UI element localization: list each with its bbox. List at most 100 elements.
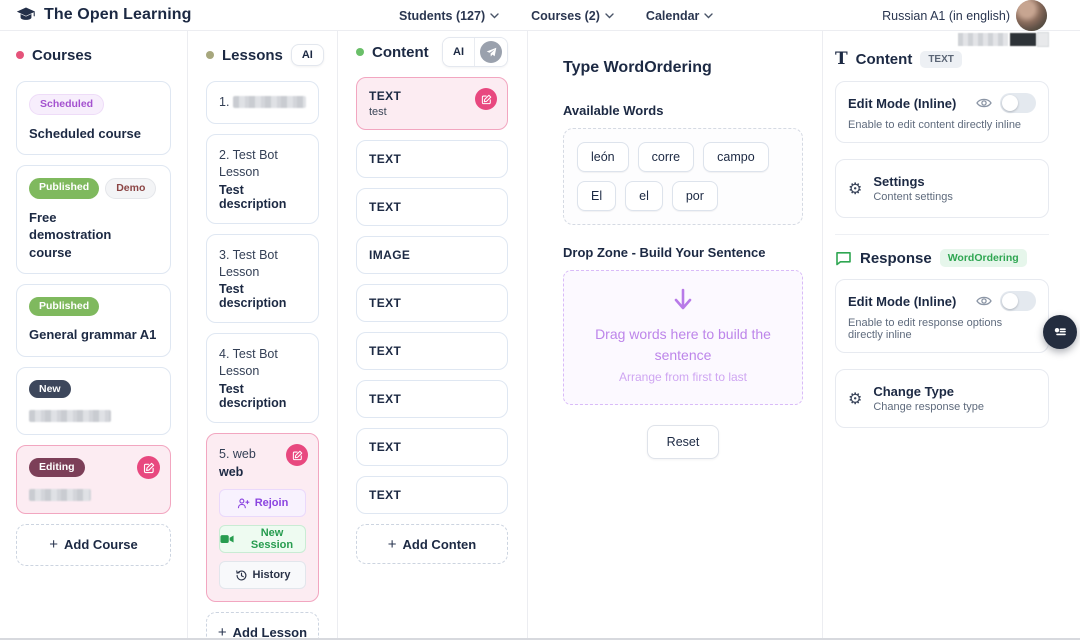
person-plus-icon <box>237 497 250 510</box>
content-item[interactable]: TEXT <box>356 332 508 370</box>
change-type-card[interactable]: Change Type Change response type <box>835 369 1049 428</box>
lesson-title: 1. <box>219 95 230 109</box>
content-item[interactable]: TEXT <box>356 140 508 178</box>
nav-courses[interactable]: Courses (2) <box>531 9 614 23</box>
course-card-new[interactable]: New <box>16 366 171 436</box>
add-lesson-label: Add Lesson <box>232 624 308 640</box>
word-chip[interactable]: por <box>671 181 718 211</box>
chevron-down-icon <box>490 12 499 19</box>
content-item[interactable]: TEXT <box>356 476 508 514</box>
change-type-description: Change response type <box>873 401 985 413</box>
content-type-label: TEXT <box>369 488 402 502</box>
reset-button[interactable]: Reset <box>646 425 720 459</box>
edit-content-button[interactable] <box>475 88 497 110</box>
eye-icon[interactable] <box>976 295 992 307</box>
course-card-grammar[interactable]: Published General grammar A1 <box>16 284 171 357</box>
settings-description: Content settings <box>873 191 953 203</box>
divider <box>835 234 1049 235</box>
content-dot-icon <box>356 48 364 56</box>
course-card-scheduled[interactable]: Scheduled Scheduled course <box>16 81 171 156</box>
drop-zone-subtext: Arrange from first to last <box>618 370 748 384</box>
content-type-label: TEXT <box>369 392 402 406</box>
status-badge: Published <box>29 178 100 199</box>
content-edit-mode-toggle[interactable] <box>1000 93 1036 113</box>
eye-icon[interactable] <box>976 97 992 109</box>
edit-mode-description: Enable to edit response options directly… <box>848 317 1003 341</box>
arrow-down-icon <box>670 287 696 313</box>
content-item[interactable]: TEXT <box>356 284 508 322</box>
content-item[interactable]: TEXT <box>356 428 508 466</box>
drop-zone[interactable]: Drag words here to build the sentence Ar… <box>563 270 803 405</box>
app-header: The Open Learning Students (127) Courses… <box>0 0 1080 31</box>
current-course-language-label: Russian A1 (in english) <box>882 8 1010 23</box>
lesson-card-3[interactable]: 3. Test Bot Lesson Test description <box>206 233 319 324</box>
content-settings-card[interactable]: Settings Content settings <box>835 159 1049 218</box>
lesson-title: 5. web <box>219 447 256 462</box>
avatar[interactable] <box>1016 0 1047 31</box>
content-item[interactable]: IMAGE <box>356 236 508 274</box>
send-telegram-button[interactable] <box>474 38 507 66</box>
plus-icon <box>49 536 58 553</box>
content-item[interactable]: TEXT <box>356 188 508 226</box>
rejoin-label: Rejoin <box>254 497 289 509</box>
courses-dot-icon <box>16 51 24 59</box>
add-course-button[interactable]: Add Course <box>16 523 171 566</box>
lesson-description: Test description <box>219 282 287 311</box>
lesson-card-5-selected[interactable]: 5. web web <box>206 433 319 602</box>
gear-icon <box>848 389 862 409</box>
course-title: General grammar A1 <box>29 326 157 342</box>
word-chip[interactable]: el <box>625 181 663 211</box>
response-edit-mode-card: Edit Mode (Inline) Enable to edit respon… <box>835 279 1049 353</box>
content-item-selected[interactable]: TEXT test <box>356 77 508 130</box>
rejoin-button[interactable]: Rejoin <box>219 489 306 517</box>
edit-pencil-icon <box>143 462 155 474</box>
history-label: History <box>252 569 291 581</box>
lessons-ai-button[interactable]: AI <box>290 44 324 66</box>
course-title: Free demostration course <box>29 209 112 260</box>
nav-students[interactable]: Students (127) <box>399 9 499 23</box>
app-logo[interactable]: The Open Learning <box>16 5 192 25</box>
response-edit-mode-toggle[interactable] <box>1000 291 1036 311</box>
redacted-lesson-title <box>233 96 306 109</box>
mixer-list-icon <box>1052 324 1068 340</box>
redacted-course-title <box>29 488 91 501</box>
add-content-button[interactable]: Add Conten <box>356 524 508 564</box>
word-chip[interactable]: corre <box>637 142 695 172</box>
history-clock-icon <box>235 569 248 582</box>
response-type-tag: WordOrdering <box>939 249 1027 267</box>
word-chip[interactable]: El <box>577 181 617 211</box>
content-type-label: TEXT <box>369 200 402 214</box>
content-type-label: TEXT <box>369 296 402 310</box>
edit-course-button[interactable] <box>137 456 160 480</box>
word-chip[interactable]: león <box>577 142 629 172</box>
content-ai-button[interactable]: AI <box>443 42 474 62</box>
status-badge: Published <box>29 297 100 316</box>
content-panel: Content AI TEXT test <box>338 31 528 638</box>
lesson-title: 4. Test Bot Lesson <box>219 347 278 379</box>
course-card-demo[interactable]: Published Demo Free demostration course <box>16 165 171 275</box>
nav-calendar[interactable]: Calendar <box>646 9 714 23</box>
edit-pencil-icon <box>292 450 303 461</box>
edit-pencil-icon <box>481 94 492 105</box>
lesson-card-2[interactable]: 2. Test Bot Lesson Test description <box>206 133 319 224</box>
nav-courses-label: Courses (2) <box>531 8 600 23</box>
content-edit-mode-card: Edit Mode (Inline) Enable to edit conten… <box>835 81 1049 143</box>
word-chip[interactable]: campo <box>703 142 769 172</box>
new-session-button[interactable]: New Session <box>219 525 306 553</box>
edit-mode-title: Edit Mode (Inline) <box>848 95 957 111</box>
status-badge: New <box>29 379 71 399</box>
history-button[interactable]: History <box>219 561 306 589</box>
course-card-editing[interactable]: Editing <box>16 445 171 514</box>
settings-title: Settings <box>873 174 925 189</box>
lesson-card-4[interactable]: 4. Test Bot Lesson Test description <box>206 333 319 424</box>
lesson-card-1[interactable]: 1. <box>206 81 319 124</box>
courses-panel: Courses Scheduled Scheduled course Publi… <box>0 31 188 638</box>
panel-options-fab[interactable] <box>1043 315 1077 349</box>
chat-bubble-icon <box>835 250 852 266</box>
lessons-panel-title: Lessons <box>222 46 283 64</box>
content-item[interactable]: TEXT <box>356 380 508 418</box>
add-lesson-button[interactable]: Add Lesson <box>206 612 319 640</box>
plus-icon <box>388 536 397 553</box>
edit-lesson-button[interactable] <box>286 444 308 467</box>
nav-calendar-label: Calendar <box>645 8 700 23</box>
